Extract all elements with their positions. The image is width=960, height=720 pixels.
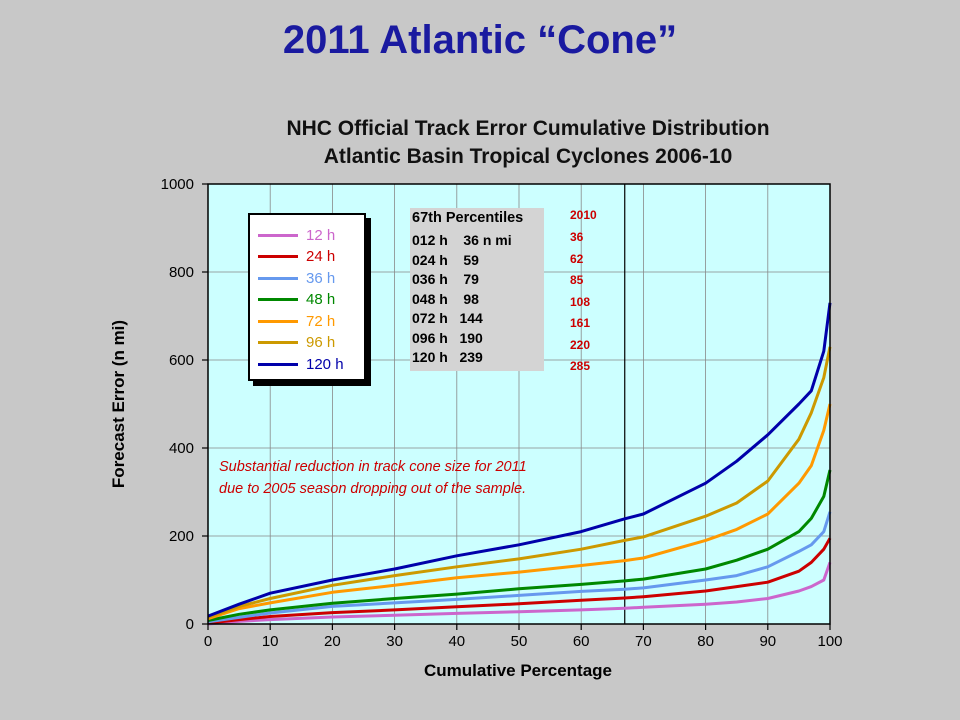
- percentile-table: 67th Percentiles 012 h 36 n mi 024 h 59 03…: [410, 208, 544, 371]
- legend: 12 h 24 h 36 h 48 h 72 h 96 h 120 h: [248, 213, 366, 381]
- x-tick-label: 10: [262, 633, 279, 650]
- series-line-48h: [207, 469, 832, 622]
- legend-swatch: [258, 298, 298, 301]
- legend-swatch: [258, 362, 298, 366]
- chart-title: NHC Official Track Error Cumulative Dist…: [208, 115, 848, 171]
- series-line-120h: [207, 302, 832, 618]
- percentile-row: 048 h 98: [412, 290, 479, 307]
- series-line-72h: [207, 403, 832, 621]
- y-tick-label: 600: [169, 352, 194, 369]
- percentile-2010-value: 85: [570, 273, 584, 287]
- percentile-row: 096 h 190: [412, 329, 483, 346]
- y-tick-label: 0: [186, 616, 194, 633]
- legend-item: 96 h: [258, 333, 335, 353]
- series-line-96h: [207, 346, 832, 619]
- legend-item: 24 h: [258, 247, 335, 267]
- percentile-row: 072 h 144: [412, 310, 483, 326]
- chart-title-line1: NHC Official Track Error Cumulative Dist…: [286, 117, 770, 140]
- legend-swatch: [258, 319, 298, 323]
- percentile-2010-header: 2010: [570, 208, 597, 222]
- legend-label: 36 h: [306, 269, 336, 287]
- percentile-row: 012 h 36 n mi: [412, 232, 512, 248]
- series-line-12h: [207, 561, 832, 626]
- legend-label: 72 h: [306, 312, 336, 330]
- annotation-line2: due to 2005 season dropping out of the s…: [219, 481, 527, 497]
- x-tick-label: 70: [635, 633, 652, 650]
- legend-item: 120 h: [258, 354, 344, 374]
- x-tick-label: 0: [204, 633, 212, 650]
- chart-title-line2: Atlantic Basin Tropical Cyclones 2006-10: [323, 145, 733, 168]
- y-axis-label: Forecast Error (n mi): [109, 320, 128, 488]
- percentile-2010-value: 220: [570, 337, 591, 352]
- legend-label: 24 h: [306, 248, 336, 265]
- y-tick-label: 800: [169, 264, 194, 281]
- x-tick-label: 60: [573, 633, 590, 650]
- percentile-2010-value: 285: [570, 359, 591, 373]
- x-axis-label: Cumulative Percentage: [424, 661, 612, 680]
- percentile-2010-value: 108: [570, 294, 591, 309]
- slide-title: 2011 Atlantic “Cone”: [282, 18, 678, 62]
- x-tick-label: 20: [324, 633, 341, 650]
- legend-swatch: [258, 233, 298, 237]
- legend-item: 48 h: [258, 290, 335, 310]
- legend-label: 96 h: [306, 334, 336, 351]
- percentile-row: 024 h 59: [412, 251, 479, 268]
- annotation: Substantial reduction in track cone size…: [219, 456, 527, 500]
- series-line-24h: [207, 537, 832, 625]
- legend-swatch: [258, 276, 298, 280]
- x-tick-label: 90: [759, 633, 776, 650]
- x-tick-label: 30: [386, 633, 403, 650]
- y-tick-label: 1000: [161, 176, 194, 193]
- y-tick-label: 400: [169, 440, 194, 457]
- series-line-36h: [207, 511, 832, 624]
- legend-item: 36 h: [258, 268, 335, 288]
- percentile-table-title: 67th Percentiles: [412, 210, 524, 226]
- legend-label: 48 h: [306, 291, 336, 308]
- x-tick-label: 80: [697, 633, 714, 650]
- legend-item: 72 h: [258, 311, 335, 331]
- percentile-2010-value: 161: [570, 316, 591, 330]
- x-tick-label: 100: [817, 633, 842, 650]
- legend-label: 120 h: [306, 355, 344, 373]
- legend-label: 12 h: [306, 226, 336, 244]
- percentile-2010-value: 62: [570, 251, 584, 266]
- percentile-row: 120 h 239: [412, 349, 483, 365]
- x-tick-label: 40: [448, 633, 465, 650]
- legend-item: 12 h: [258, 225, 335, 245]
- y-tick-label: 200: [169, 528, 194, 545]
- legend-swatch: [258, 255, 298, 258]
- x-tick-label: 50: [511, 633, 528, 650]
- legend-swatch: [258, 341, 298, 344]
- percentile-2010-value: 36: [570, 230, 584, 244]
- percentile-row: 036 h 79: [412, 271, 479, 287]
- annotation-line1: Substantial reduction in track cone size…: [219, 459, 527, 475]
